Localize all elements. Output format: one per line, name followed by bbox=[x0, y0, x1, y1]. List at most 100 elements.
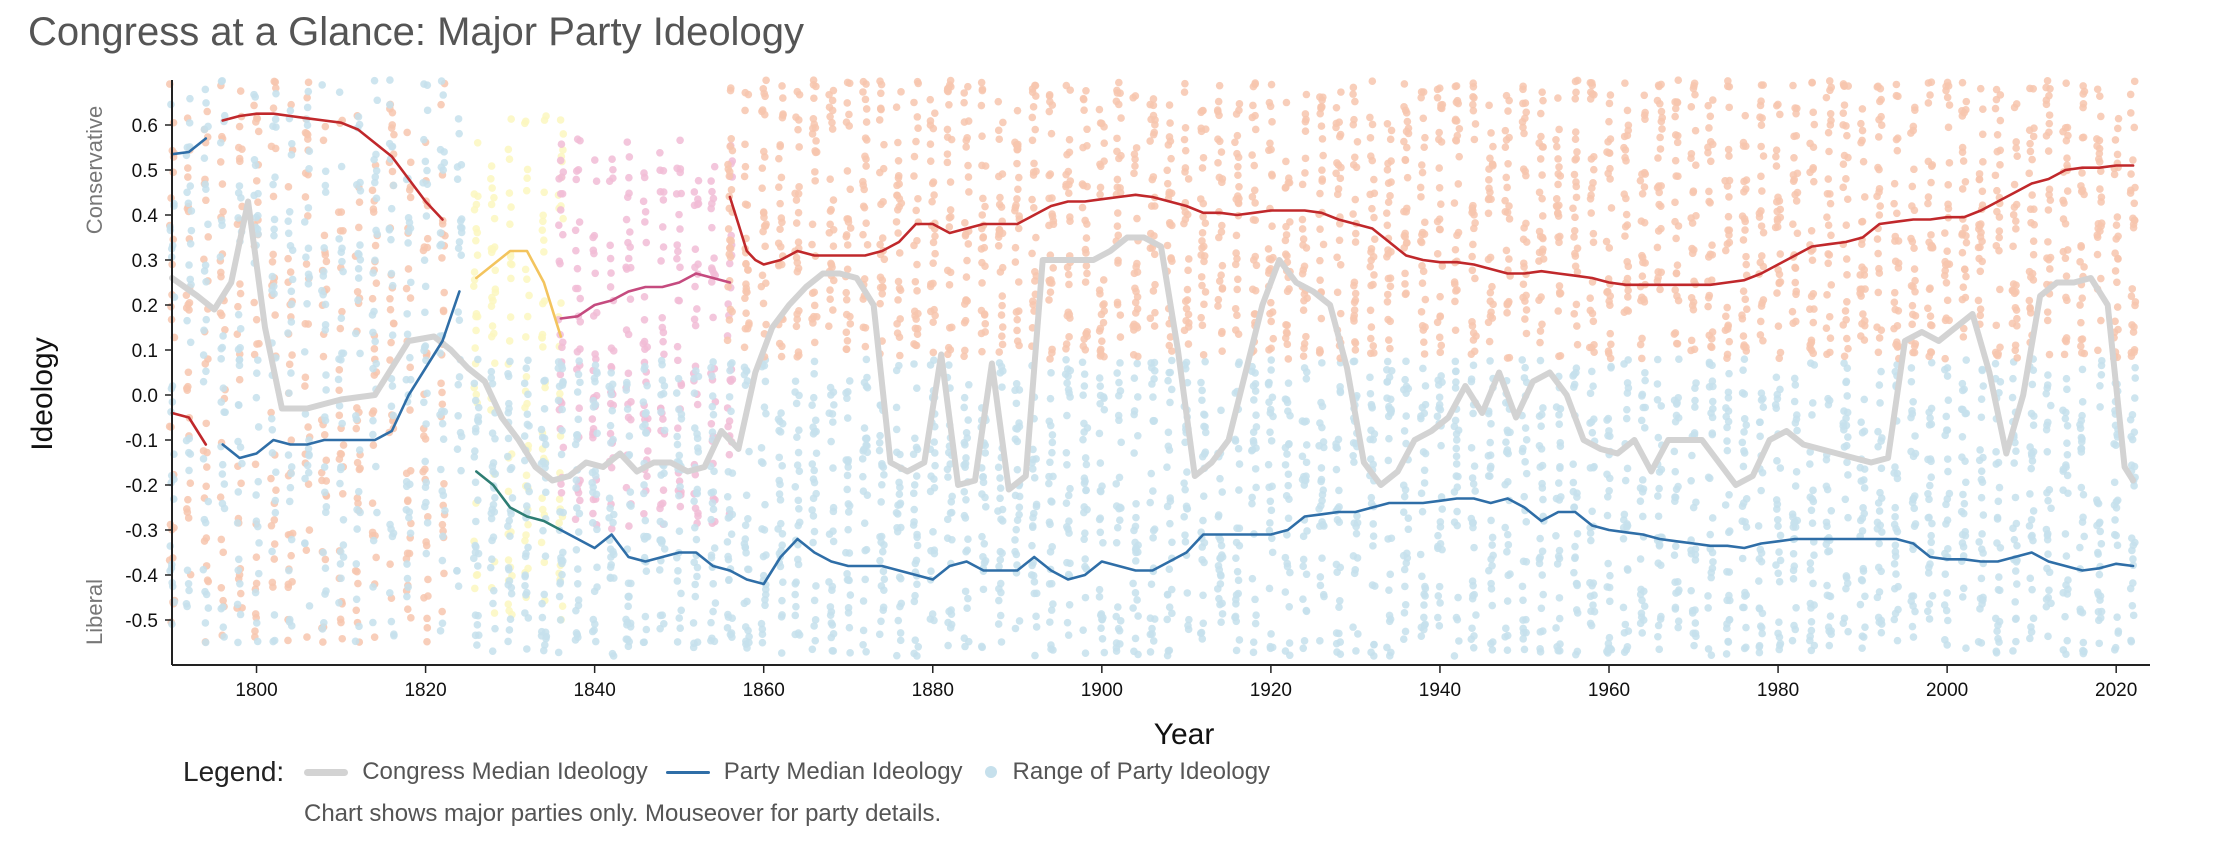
range-dot bbox=[1945, 489, 1954, 498]
range-dot bbox=[1199, 591, 1207, 600]
range-dot bbox=[2026, 634, 2034, 643]
national-republican-range[interactable] bbox=[469, 112, 568, 624]
range-dot bbox=[1384, 250, 1393, 258]
range-dot bbox=[1032, 623, 1041, 631]
range-dot bbox=[303, 299, 311, 308]
range-dot bbox=[795, 143, 803, 151]
range-dot bbox=[1842, 414, 1850, 423]
range-dot bbox=[811, 177, 819, 185]
range-dot bbox=[960, 488, 969, 496]
range-dot bbox=[1301, 127, 1310, 136]
range-dot bbox=[1165, 133, 1174, 141]
range-dot bbox=[1063, 618, 1072, 627]
range-dot bbox=[1045, 472, 1053, 481]
range-dot bbox=[1417, 412, 1425, 420]
range-dot bbox=[692, 535, 701, 544]
range-dot bbox=[795, 426, 803, 434]
range-dot bbox=[1944, 545, 1952, 553]
range-dot bbox=[1789, 549, 1798, 558]
range-dot bbox=[1383, 357, 1392, 366]
range-dot bbox=[893, 206, 902, 214]
range-dot bbox=[2111, 516, 2119, 524]
range-dot bbox=[943, 465, 952, 474]
range-dot bbox=[1383, 394, 1391, 402]
range-dot bbox=[320, 413, 329, 421]
range-dot bbox=[742, 491, 751, 500]
range-dot bbox=[677, 606, 686, 615]
range-dot bbox=[944, 641, 952, 650]
range-dot bbox=[878, 234, 887, 242]
range-dot bbox=[1691, 629, 1700, 638]
range-dot bbox=[1146, 648, 1155, 656]
range-dot bbox=[201, 85, 210, 94]
range-dot bbox=[825, 578, 833, 586]
range-dot bbox=[1201, 357, 1209, 366]
range-dot bbox=[556, 616, 565, 624]
range-dot bbox=[1942, 500, 1950, 509]
range-dot bbox=[2077, 448, 2086, 456]
range-dot bbox=[235, 182, 244, 190]
range-dot bbox=[1367, 323, 1376, 331]
range-dot bbox=[692, 367, 700, 375]
range-dot bbox=[1013, 561, 1021, 569]
range-dot bbox=[914, 194, 922, 203]
anti-federalist-jeffersonian-range[interactable] bbox=[166, 76, 466, 647]
range-dot bbox=[487, 248, 496, 257]
range-dot bbox=[268, 272, 277, 281]
range-dot bbox=[1231, 435, 1240, 444]
range-dot bbox=[321, 555, 330, 564]
whig-range[interactable] bbox=[554, 135, 737, 533]
range-dot bbox=[1488, 561, 1496, 570]
range-dot bbox=[438, 254, 446, 262]
range-dot bbox=[1455, 637, 1463, 645]
range-dot bbox=[505, 337, 514, 345]
range-dot bbox=[1199, 242, 1208, 251]
range-dot bbox=[1877, 567, 1885, 576]
range-dot bbox=[1215, 111, 1223, 120]
democratic-range[interactable] bbox=[469, 355, 2140, 660]
range-dot bbox=[369, 430, 377, 439]
range-dot bbox=[437, 100, 445, 109]
range-dot bbox=[776, 225, 784, 234]
range-dot bbox=[437, 77, 446, 85]
range-dot bbox=[759, 299, 768, 308]
range-dot bbox=[1943, 455, 1952, 463]
range-dot bbox=[1774, 629, 1782, 638]
range-dot bbox=[422, 420, 430, 428]
range-dot bbox=[845, 122, 853, 130]
range-dot bbox=[271, 508, 280, 517]
ideology-range-dots[interactable] bbox=[165, 76, 2140, 660]
range-dot bbox=[793, 555, 802, 564]
range-dot bbox=[894, 277, 903, 286]
range-dot bbox=[625, 522, 633, 530]
range-dot bbox=[660, 382, 669, 390]
range-dot bbox=[186, 239, 195, 248]
range-dot bbox=[1604, 559, 1612, 568]
range-dot bbox=[1049, 600, 1057, 608]
range-dot bbox=[859, 177, 867, 186]
range-dot bbox=[929, 124, 938, 133]
range-dot bbox=[1048, 345, 1056, 354]
range-dot bbox=[1876, 399, 1884, 407]
range-dot bbox=[1421, 592, 1429, 600]
range-dot bbox=[1129, 350, 1138, 359]
range-dot bbox=[270, 77, 279, 86]
range-dot bbox=[1775, 548, 1783, 556]
range-dot bbox=[559, 377, 567, 386]
range-dot bbox=[1232, 591, 1241, 599]
range-dot bbox=[981, 320, 990, 328]
range-dot bbox=[1015, 212, 1023, 220]
range-dot bbox=[572, 545, 581, 554]
range-dot bbox=[1064, 631, 1073, 639]
range-dot bbox=[236, 87, 245, 95]
range-dot bbox=[1183, 285, 1192, 294]
range-dot bbox=[336, 449, 345, 458]
range-dot bbox=[1197, 378, 1205, 387]
range-dot bbox=[1281, 553, 1290, 562]
range-dot bbox=[1402, 439, 1410, 448]
range-dot bbox=[285, 618, 294, 626]
range-dot bbox=[1250, 161, 1259, 170]
range-dot bbox=[828, 263, 836, 272]
range-dot bbox=[540, 116, 549, 124]
